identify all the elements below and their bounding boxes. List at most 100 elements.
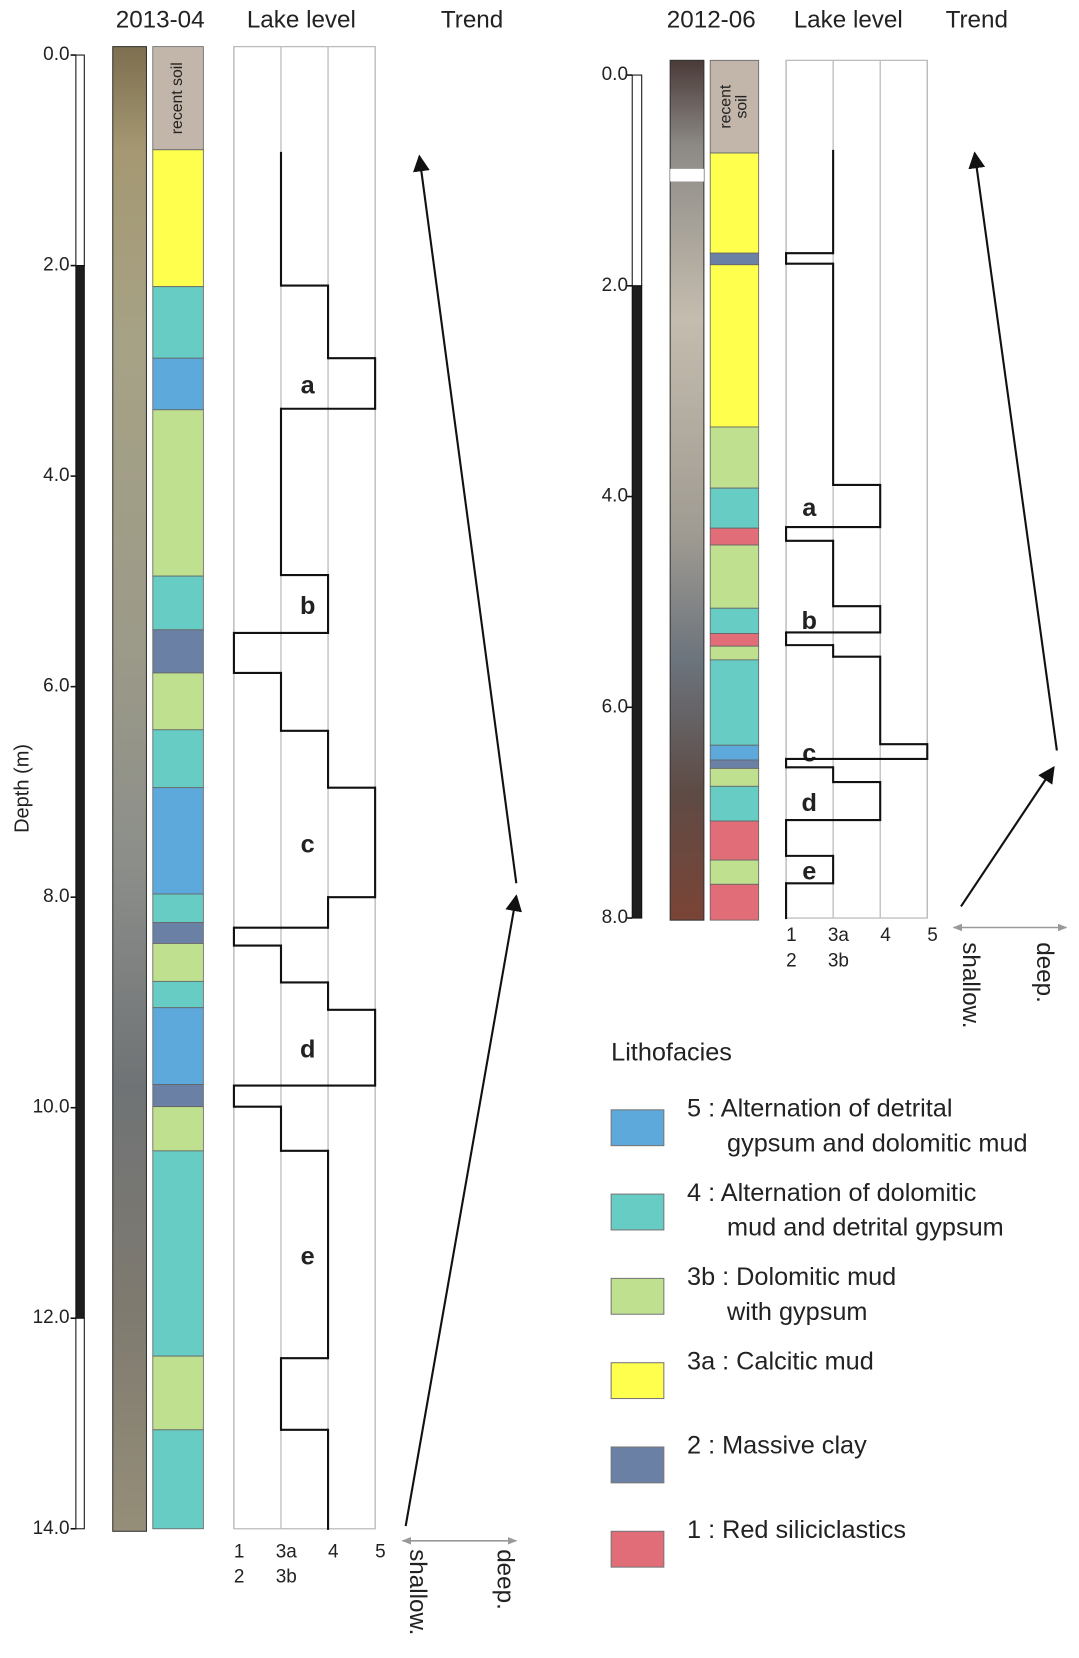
y-tick-label: 12.0 [33,1307,70,1328]
lithology-label: recent [718,84,735,129]
y-tick-label: 0.0 [43,44,69,65]
y-tick-label: 14.0 [33,1518,70,1539]
lake-level-title: Lake level [794,7,903,34]
phase-label: a [802,494,817,522]
lithology-unit [152,1355,204,1431]
level-tick-label: 2 [786,950,797,971]
lithology-unit [152,286,204,359]
lithology-unit [709,744,760,761]
lithology-unit [152,1150,204,1357]
trend-arrow [960,765,1055,908]
lithology-unit [709,152,760,254]
legend-label: 4 : Alternation of dolomitic [687,1179,976,1207]
lithology-unit [709,264,760,428]
shallow-label: shallow. [957,942,984,1028]
core-title: 2013-04 [116,7,205,34]
phase-label: e [301,1242,315,1270]
legend-label: 5 : Alternation of detrital [687,1094,952,1122]
lithology-unit [152,409,204,577]
lithology-unit [709,785,760,822]
y-tick-label: 2.0 [43,255,69,276]
y-tick-label: 4.0 [43,465,69,486]
deep-label: deep. [491,1549,518,1610]
lithology-unit [709,759,760,769]
level-tick-label: 5 [375,1541,386,1562]
lithology-unit [709,527,760,546]
y-tick-label: 6.0 [602,696,628,717]
lithology-unit [709,607,760,634]
legend-label: 2 : Massive clay [687,1432,867,1460]
lithology-unit [709,859,760,885]
lithology-unit [709,59,760,154]
lithology-unit [152,672,204,731]
y-tick-label: 8.0 [602,907,628,928]
phase-label: b [300,592,315,620]
lithology-unit [709,645,760,661]
lithology-unit [709,767,760,787]
lithology-unit [152,893,204,923]
legend-swatch [610,1446,665,1484]
legend-label: gypsum and dolomitic mud [727,1129,1028,1157]
level-tick-label: 1 [234,1541,245,1562]
y-tick-label: 10.0 [33,1097,70,1118]
legend-title: Lithofacies [611,1039,732,1067]
lake-level-title: Lake level [247,7,356,34]
lithology-unit [152,149,204,288]
legend-swatch [610,1362,665,1400]
phase-label: c [301,830,315,858]
core-section [631,285,643,919]
legend-swatch [610,1193,665,1231]
phase-label: d [802,789,817,817]
lithology-unit [152,729,204,789]
lithology-label: soil [734,95,751,119]
core-title: 2012-06 [667,7,756,34]
trend-title: Trend [946,7,1008,34]
core-photo [669,59,705,921]
lithology-unit [152,980,204,1009]
shallow-label: shallow. [404,1549,431,1635]
legend-swatch [610,1277,665,1315]
lithology-unit [709,252,760,266]
level-tick-label: 5 [927,925,938,946]
trend-arrow [404,894,522,1527]
y-tick-label: 8.0 [43,886,69,907]
trend-arrow [968,151,1058,751]
lithology-unit [709,883,760,921]
legend-label: with gypsum [726,1298,867,1326]
y-tick-label: 0.0 [602,64,628,85]
legend-label: mud and detrital gypsum [727,1214,1004,1242]
y-tick-label: 2.0 [602,275,628,296]
level-tick-label: 3b [828,950,849,971]
phase-label: d [300,1036,315,1064]
phase-label: c [802,739,816,767]
core-gap [670,168,704,182]
core-section [631,74,643,287]
core-section [75,1317,85,1530]
lithology-unit [152,1084,204,1108]
lithology-unit [709,487,760,529]
level-tick-label: 3b [276,1567,297,1588]
lithology-unit [152,357,204,411]
deep-label: deep. [1031,942,1058,1003]
level-tick-label: 1 [786,925,797,946]
phase-label: b [802,607,817,635]
level-tick-label: 2 [234,1567,245,1588]
core-photo [112,46,147,1532]
legend-label: 3b : Dolomitic mud [687,1263,896,1291]
lithology-label: recent soil [169,62,186,134]
lithology-unit [152,1106,204,1152]
phase-label: a [301,371,316,399]
lithology-unit [709,820,760,861]
level-tick-label: 4 [328,1541,339,1562]
core-section [75,265,85,1319]
legend-label: 1 : Red siliciclastics [687,1516,906,1544]
legend-swatch [610,1530,665,1568]
lithology-unit [152,922,204,944]
legend: Lithofacies 5 : Alternation of detrital gy… [610,1039,1028,1568]
lithology-unit [152,575,204,631]
lithology-unit [709,633,760,647]
level-tick-label: 4 [880,925,891,946]
lithology-unit [709,426,760,489]
